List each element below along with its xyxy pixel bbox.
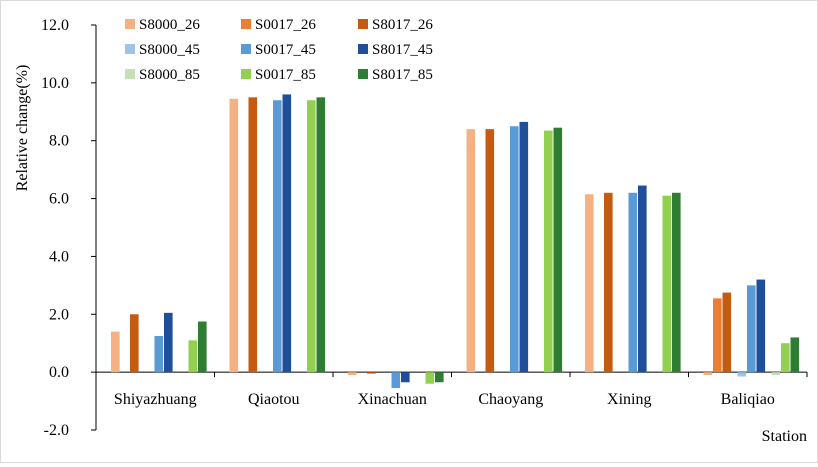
- y-tick-label: 12.0: [41, 17, 69, 34]
- bar: [628, 192, 638, 373]
- bar: [604, 192, 613, 373]
- legend-label: S0017_85: [255, 67, 316, 83]
- legend-swatch: [358, 19, 368, 29]
- bar: [154, 335, 164, 373]
- bar: [391, 372, 401, 389]
- legend-swatch: [358, 69, 368, 79]
- y-tick-label: 6.0: [49, 191, 69, 208]
- legend-swatch: [358, 44, 368, 54]
- bar: [737, 372, 747, 377]
- legend-swatch: [125, 69, 135, 79]
- bar: [229, 98, 239, 373]
- legend-label: S8017_26: [372, 17, 433, 33]
- bar: [722, 292, 732, 373]
- legend-label: S8017_85: [372, 67, 433, 83]
- bar: [544, 130, 553, 373]
- legend-label: S0017_26: [255, 17, 316, 33]
- bar: [747, 285, 756, 373]
- bar: [662, 195, 672, 373]
- y-tick-labels: -2.0 0.0 2.0 4.0 6.0 8.0 10.0 12.0: [41, 17, 69, 439]
- category-label: Shiyazhuang: [114, 391, 197, 408]
- bar: [703, 372, 713, 376]
- axes: [91, 24, 808, 431]
- bar: [510, 126, 519, 373]
- bar: [638, 185, 647, 373]
- legend-label: S8000_85: [139, 67, 200, 83]
- legend-label: S0017_45: [255, 42, 316, 58]
- bar: [466, 129, 476, 373]
- y-tick-label: 8.0: [49, 133, 69, 150]
- bar: [164, 312, 173, 373]
- y-tick-label: 4.0: [49, 248, 69, 265]
- category-label: Qiaotou: [248, 391, 300, 408]
- x-axis-title: Station: [762, 428, 807, 445]
- legend-swatch: [241, 44, 251, 54]
- category-label: Xining: [607, 391, 651, 408]
- bar: [273, 100, 282, 373]
- bar: [672, 192, 681, 373]
- bar: [713, 298, 722, 373]
- bar: [348, 372, 357, 376]
- legend-swatch: [125, 44, 135, 54]
- bar: [553, 127, 563, 373]
- bar: [519, 121, 529, 373]
- bar: [435, 372, 444, 383]
- category-label: Baliqiao: [721, 391, 775, 408]
- bar: [111, 331, 120, 373]
- bar: [781, 343, 790, 373]
- bar: [425, 372, 435, 384]
- bar: [188, 340, 198, 373]
- category-labels: Shiyazhuang Qiaotou Xinachuan Chaoyang Xinin…: [114, 391, 775, 408]
- legend-swatch: [125, 19, 135, 29]
- bar: [130, 314, 139, 373]
- bar: [790, 337, 800, 373]
- bar: [282, 94, 292, 373]
- bar: [367, 372, 376, 374]
- y-tick-label: -2.0: [44, 422, 69, 439]
- bars: [111, 94, 800, 389]
- legend-swatch: [241, 69, 251, 79]
- category-label: Xinachuan: [358, 391, 427, 408]
- y-axis-title: Relative change(%): [14, 65, 31, 192]
- bar: [316, 97, 326, 373]
- bar: [756, 279, 766, 373]
- bar: [401, 372, 410, 383]
- bar: [307, 100, 316, 373]
- legend: S8000_26 S0017_26 S8017_26 S8000_45 S0017_45…: [125, 17, 433, 83]
- y-tick-label: 10.0: [41, 75, 69, 92]
- legend-swatch: [241, 19, 251, 29]
- bar: [198, 321, 207, 373]
- y-tick-label: 2.0: [49, 306, 69, 323]
- legend-label: S8017_45: [372, 42, 433, 58]
- legend-label: S8000_26: [139, 17, 200, 33]
- legend-label: S8000_45: [139, 42, 200, 58]
- y-tick-label: 0.0: [49, 364, 69, 381]
- bar: [485, 129, 495, 373]
- bar: [248, 97, 258, 373]
- bar: [771, 372, 781, 376]
- bar: [585, 194, 594, 373]
- category-label: Chaoyang: [478, 391, 543, 408]
